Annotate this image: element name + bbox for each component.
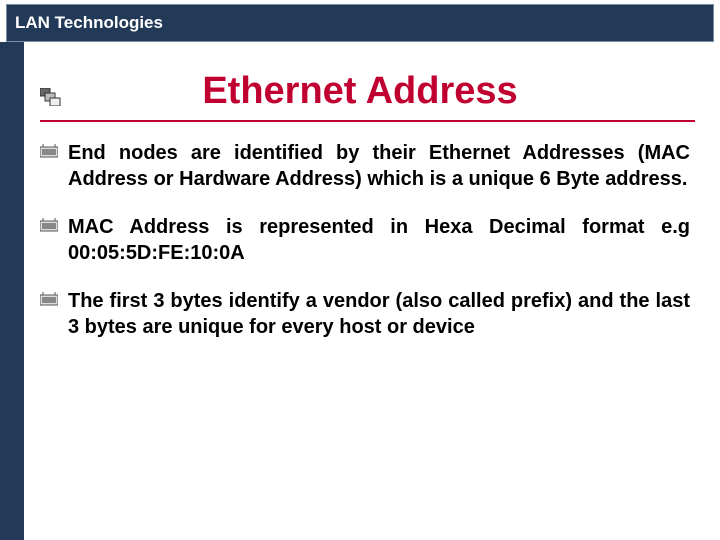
bullet-icon [40, 292, 58, 311]
bullet-text: End nodes are identified by their Ethern… [68, 140, 690, 192]
header-title: LAN Technologies [15, 13, 163, 33]
list-item: End nodes are identified by their Ethern… [40, 140, 690, 192]
left-sidebar [0, 42, 24, 540]
content-area: End nodes are identified by their Ethern… [40, 140, 690, 362]
list-item: The first 3 bytes identify a vendor (als… [40, 288, 690, 340]
title-underline [40, 120, 695, 122]
header-bar: LAN Technologies [6, 4, 714, 42]
bullet-text: The first 3 bytes identify a vendor (als… [68, 288, 690, 340]
bullet-icon [40, 218, 58, 237]
bullet-text: MAC Address is represented in Hexa Decim… [68, 214, 690, 266]
bullet-icon [40, 144, 58, 163]
list-item: MAC Address is represented in Hexa Decim… [40, 214, 690, 266]
slide-title: Ethernet Address [0, 70, 720, 113]
